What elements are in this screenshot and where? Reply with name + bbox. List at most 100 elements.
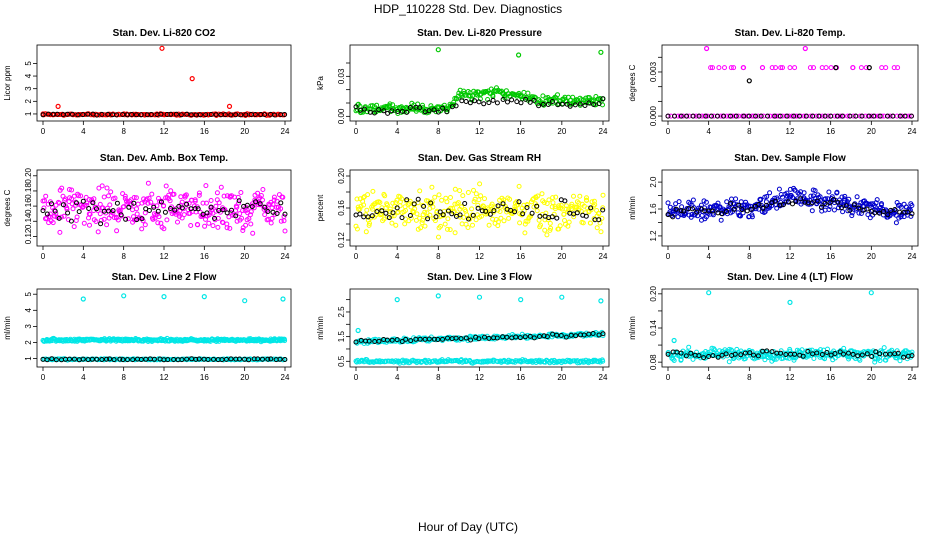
data-point bbox=[76, 209, 82, 215]
x-tick-label: 0 bbox=[666, 127, 671, 136]
data-point bbox=[168, 111, 174, 117]
data-point bbox=[385, 110, 391, 116]
data-point bbox=[721, 113, 727, 119]
data-point bbox=[417, 336, 423, 342]
data-point bbox=[366, 222, 372, 228]
data-point bbox=[172, 207, 178, 213]
data-point bbox=[539, 191, 545, 197]
data-point bbox=[500, 201, 506, 207]
data-point bbox=[893, 212, 899, 218]
x-tick-label: 12 bbox=[475, 127, 484, 136]
data-point bbox=[545, 358, 551, 364]
data-point bbox=[731, 65, 737, 71]
data-point bbox=[482, 334, 487, 340]
data-point bbox=[370, 188, 376, 194]
data-point bbox=[665, 113, 671, 119]
data-point bbox=[471, 199, 477, 205]
data-point bbox=[129, 112, 135, 117]
data-point bbox=[237, 356, 242, 362]
data-point bbox=[224, 210, 230, 216]
y-tick-label: 0.20 bbox=[24, 167, 33, 183]
data-point bbox=[142, 222, 148, 228]
data-point bbox=[120, 357, 126, 363]
data-point bbox=[436, 234, 441, 240]
series-hourly bbox=[40, 111, 288, 118]
data-point bbox=[408, 204, 414, 210]
data-point bbox=[673, 201, 679, 207]
data-point bbox=[736, 202, 742, 208]
data-point bbox=[196, 356, 202, 362]
data-point bbox=[138, 357, 144, 362]
data-point bbox=[891, 65, 897, 71]
data-point bbox=[850, 65, 856, 71]
data-point bbox=[476, 197, 482, 203]
outlier-point bbox=[55, 103, 61, 110]
data-point bbox=[453, 103, 459, 109]
data-point bbox=[47, 211, 53, 217]
data-point bbox=[364, 109, 370, 115]
x-tick-label: 20 bbox=[867, 373, 876, 382]
data-point bbox=[584, 195, 589, 201]
data-point bbox=[260, 356, 265, 362]
series-upper bbox=[353, 293, 606, 346]
x-tick-label: 16 bbox=[516, 373, 525, 382]
series-all bbox=[40, 45, 287, 118]
data-point bbox=[795, 190, 801, 196]
data-point bbox=[429, 184, 435, 190]
data-point bbox=[563, 98, 569, 104]
data-point bbox=[808, 193, 814, 199]
data-point bbox=[728, 65, 734, 71]
data-point bbox=[506, 215, 512, 221]
data-point bbox=[399, 339, 405, 344]
series-hourly bbox=[40, 356, 288, 363]
data-point bbox=[792, 187, 798, 193]
data-point bbox=[690, 113, 696, 119]
data-point bbox=[787, 346, 793, 352]
data-point bbox=[758, 113, 764, 119]
data-point bbox=[728, 113, 734, 119]
data-point bbox=[449, 211, 455, 217]
data-point bbox=[407, 105, 413, 110]
series-all bbox=[665, 185, 915, 226]
outlier-point bbox=[598, 298, 604, 304]
data-point bbox=[596, 211, 602, 217]
y-tick-label: 1 bbox=[24, 111, 33, 116]
data-point bbox=[253, 199, 259, 205]
data-point bbox=[111, 215, 117, 220]
data-point bbox=[277, 356, 283, 362]
data-point bbox=[156, 214, 162, 220]
data-point bbox=[696, 353, 702, 359]
x-tick-label: 8 bbox=[436, 252, 441, 261]
panel-title: Stan. Dev. Li-820 Temp. bbox=[735, 28, 846, 39]
data-point bbox=[236, 198, 242, 204]
data-point bbox=[550, 200, 556, 206]
data-point bbox=[110, 210, 116, 216]
data-point bbox=[729, 196, 734, 202]
data-point bbox=[271, 197, 277, 203]
data-point bbox=[800, 353, 806, 359]
data-point bbox=[770, 356, 776, 361]
y-tick-label: 4 bbox=[24, 73, 33, 78]
data-point bbox=[890, 113, 896, 119]
data-point bbox=[670, 214, 676, 220]
data-point bbox=[188, 223, 194, 228]
data-point bbox=[690, 206, 695, 212]
data-point bbox=[908, 213, 914, 219]
data-point bbox=[470, 222, 475, 228]
panel-8: Stan. Dev. Line 3 Flow 0 4 8 12 16 20 24 0.5 1.5 2… bbox=[316, 272, 610, 382]
data-point bbox=[780, 65, 785, 71]
data-point bbox=[420, 202, 426, 208]
outlier-point bbox=[280, 296, 286, 302]
data-point bbox=[376, 338, 382, 344]
data-point bbox=[262, 212, 268, 218]
data-point bbox=[215, 224, 221, 230]
data-point bbox=[146, 195, 152, 201]
data-point bbox=[589, 199, 595, 205]
data-point bbox=[107, 202, 113, 208]
data-point bbox=[831, 207, 837, 213]
data-point bbox=[731, 206, 737, 212]
plot-frame bbox=[36, 288, 292, 368]
data-point bbox=[353, 212, 359, 218]
data-point bbox=[716, 65, 722, 71]
data-point bbox=[792, 351, 798, 357]
